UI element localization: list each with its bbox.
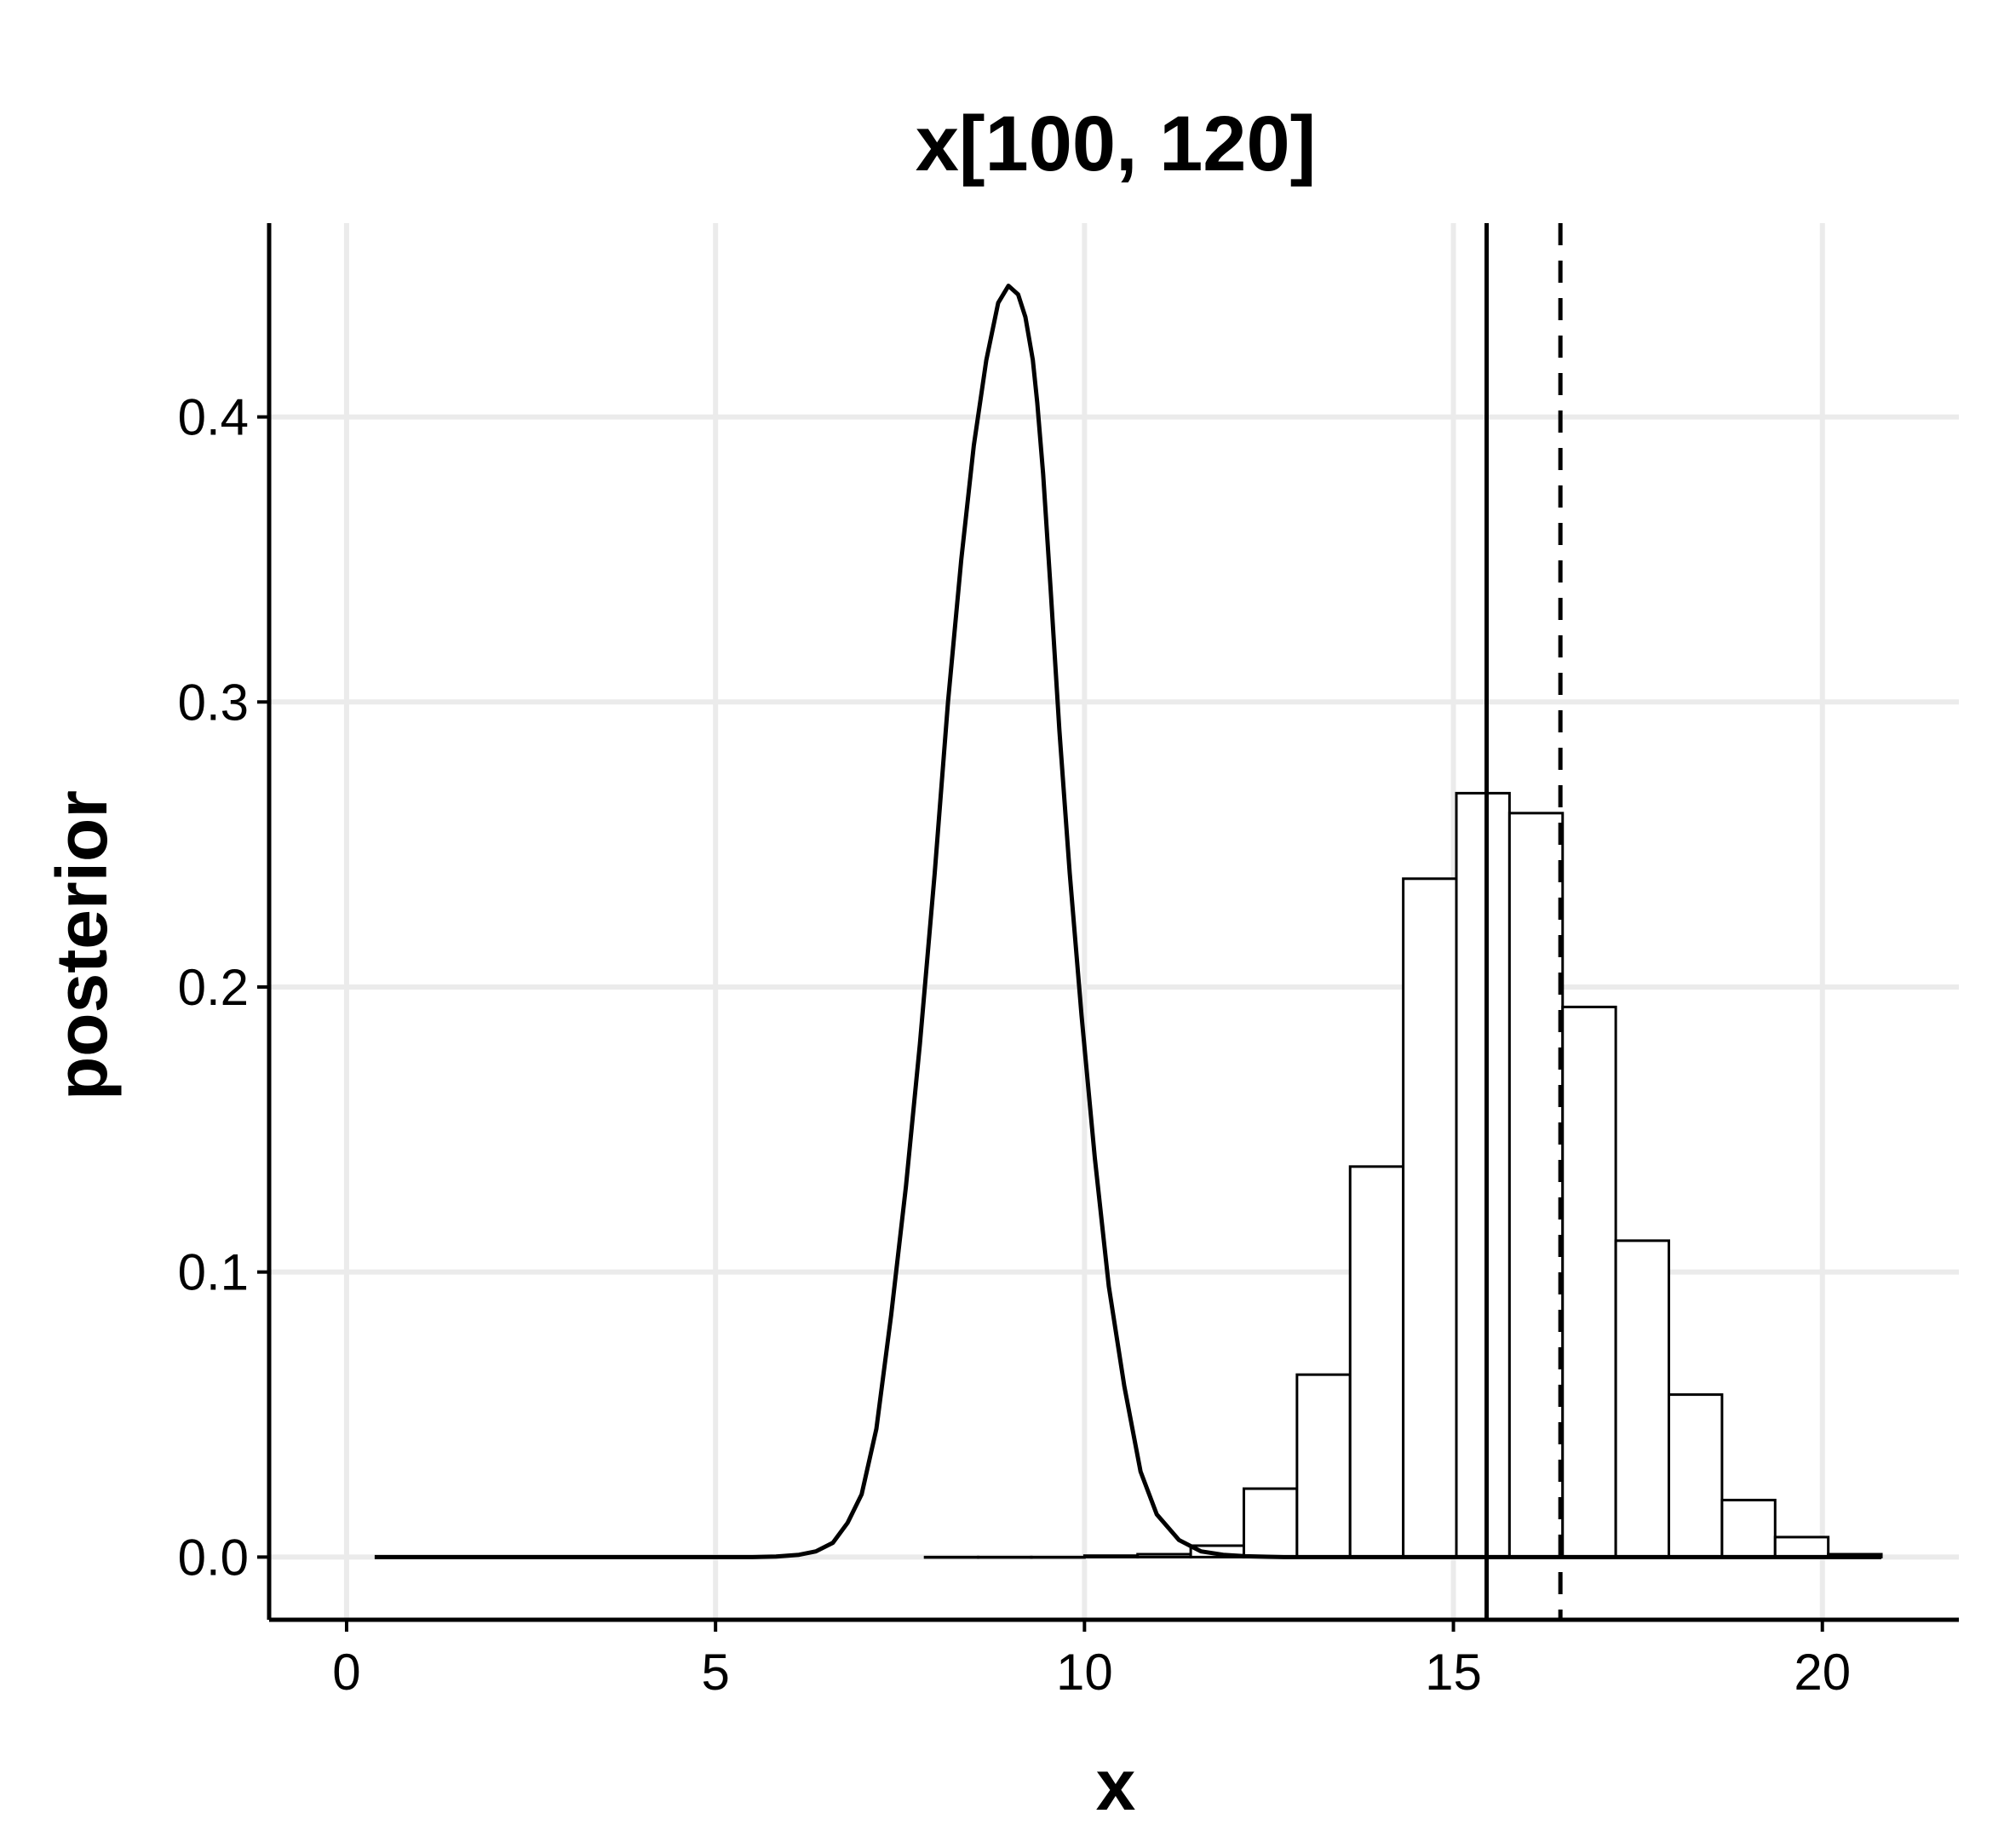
histogram-bar-3	[1082, 1554, 1140, 1558]
chart-title: x[100, 120]	[916, 100, 1317, 187]
x-tick-label-4: 20	[1794, 1644, 1851, 1701]
histogram-bar-10	[1455, 791, 1511, 1558]
x-tick-label-3: 15	[1425, 1644, 1482, 1701]
axes	[257, 223, 1959, 1632]
y-tick-label-0: 0.0	[178, 1529, 249, 1586]
y-tick-label-3: 0.3	[178, 674, 249, 731]
histogram-bar-11	[1507, 812, 1565, 1558]
x-tick-label-0: 0	[332, 1644, 360, 1701]
histogram-bar-15	[1720, 1498, 1777, 1558]
histogram-bar-4	[1136, 1552, 1192, 1558]
histogram-bars	[923, 791, 1883, 1559]
histogram-bar-6	[1242, 1487, 1299, 1558]
x-tick-label-1: 5	[701, 1644, 729, 1701]
x-tick-label-2: 10	[1056, 1644, 1113, 1701]
histogram-bar-16	[1773, 1535, 1830, 1558]
histogram-bar-7	[1295, 1373, 1352, 1558]
histogram-bar-12	[1561, 1005, 1617, 1558]
histogram-bar-8	[1348, 1165, 1405, 1558]
y-axis-title: posterior	[42, 790, 122, 1100]
histogram-bar-13	[1614, 1239, 1671, 1558]
histogram-bar-0	[923, 1555, 980, 1559]
histogram-bar-1	[977, 1555, 1033, 1559]
histogram-bar-9	[1402, 877, 1458, 1558]
density-curve	[374, 284, 1881, 1559]
y-tick-label-4: 0.4	[178, 389, 249, 446]
density-curve-layer	[374, 284, 1881, 1559]
histogram-bar-2	[1030, 1555, 1086, 1559]
y-tick-label-2: 0.2	[178, 959, 249, 1016]
histogram-bar-14	[1668, 1393, 1724, 1558]
reference-lines	[1484, 223, 1563, 1620]
y-tick-label-1: 0.1	[178, 1244, 249, 1301]
x-axis-title: x	[1096, 1745, 1136, 1825]
tick-labels: 0 5 10 15 20 0.0 0.1 0.2 0.3 0.4	[178, 389, 1852, 1701]
